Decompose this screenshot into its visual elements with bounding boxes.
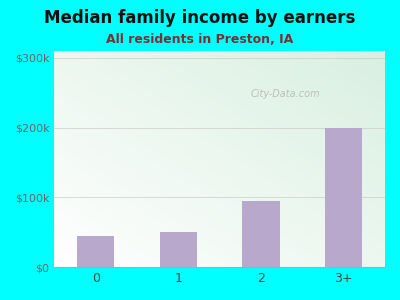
Text: Median family income by earners: Median family income by earners: [44, 9, 356, 27]
Bar: [160, 232, 197, 267]
Bar: [77, 236, 114, 267]
Bar: [325, 128, 362, 267]
Text: City-Data.com: City-Data.com: [251, 89, 321, 99]
Text: All residents in Preston, IA: All residents in Preston, IA: [106, 33, 294, 46]
Bar: [242, 201, 280, 267]
